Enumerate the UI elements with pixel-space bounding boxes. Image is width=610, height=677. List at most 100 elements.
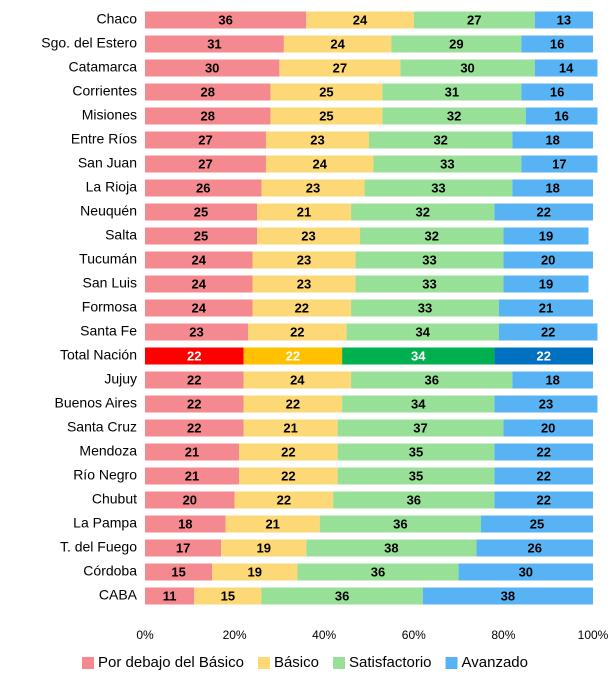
bar-segment — [351, 371, 513, 389]
category-label: Corrientes — [72, 83, 137, 99]
bar-segment — [360, 227, 504, 245]
bar-segment — [252, 251, 356, 269]
bar-segment — [525, 107, 598, 125]
data-label: 32 — [447, 108, 461, 123]
data-label: 21 — [297, 204, 311, 219]
bar-segment — [503, 227, 589, 245]
data-label: 22 — [187, 348, 201, 363]
data-label: 34 — [416, 324, 431, 339]
bar-segment — [512, 179, 593, 197]
bar-segment — [503, 275, 589, 293]
bar-segment — [498, 323, 598, 341]
data-label: 21 — [283, 420, 297, 435]
bar-segment — [145, 11, 307, 29]
bar-segment — [494, 443, 593, 461]
x-tick-label: 20% — [223, 628, 247, 642]
data-label: 30 — [519, 564, 533, 579]
category-label: La Rioja — [86, 179, 138, 195]
x-tick-label: 40% — [312, 628, 336, 642]
bar-segment — [257, 227, 361, 245]
bar-segment — [145, 323, 249, 341]
bar-segment — [248, 323, 347, 341]
data-label: 19 — [248, 564, 262, 579]
bar-segment — [145, 107, 271, 125]
bar-segment — [234, 491, 334, 509]
data-label: 27 — [198, 132, 212, 147]
category-label: Total Nación — [60, 347, 137, 363]
bar-segment — [145, 35, 284, 53]
bar-segment — [145, 563, 213, 581]
data-label: 11 — [163, 588, 177, 603]
bar-segment — [145, 131, 266, 149]
data-label: 33 — [440, 156, 454, 171]
legend-swatch — [257, 657, 270, 669]
bar-segment — [351, 299, 499, 317]
data-label: 23 — [297, 276, 311, 291]
bar-segment — [337, 443, 495, 461]
category-label: La Pampa — [73, 515, 137, 531]
data-label: 20 — [183, 492, 197, 507]
data-label: 23 — [310, 132, 324, 147]
legend-label: Avanzado — [462, 654, 528, 671]
category-label: Santa Cruz — [67, 419, 137, 435]
bar-segment — [494, 395, 598, 413]
bar-segment — [265, 155, 374, 173]
bar-segment — [373, 155, 522, 173]
category-label: Chubut — [92, 491, 137, 507]
bar-segment — [145, 443, 240, 461]
bar-segment — [355, 275, 504, 293]
data-label: 15 — [171, 564, 185, 579]
bar-segment — [145, 515, 226, 533]
data-label: 36 — [407, 492, 421, 507]
data-label: 22 — [187, 372, 201, 387]
data-label: 18 — [545, 372, 559, 387]
data-label: 19 — [256, 540, 270, 555]
bar-segment — [225, 515, 320, 533]
bar-segment — [194, 587, 262, 605]
bar-segment — [239, 467, 338, 485]
bar-segment — [145, 371, 244, 389]
data-label: 22 — [295, 300, 309, 315]
data-label: 14 — [559, 60, 574, 75]
bar-segment — [145, 347, 244, 365]
data-label: 21 — [185, 468, 199, 483]
legend-label: Satisfactorio — [349, 654, 432, 671]
data-label: 27 — [467, 12, 481, 27]
data-label: 22 — [536, 444, 550, 459]
data-label: 21 — [539, 300, 553, 315]
data-label: 33 — [418, 300, 432, 315]
x-tick-label: 100% — [578, 628, 609, 642]
category-label: Catamarca — [69, 59, 138, 75]
bar-segment — [355, 251, 504, 269]
data-label: 22 — [286, 348, 300, 363]
bar-segment — [145, 83, 271, 101]
data-label: 34 — [411, 348, 426, 363]
category-label: Jujuy — [104, 371, 137, 387]
data-label: 25 — [319, 108, 333, 123]
bar-segment — [503, 251, 593, 269]
data-label: 23 — [301, 228, 315, 243]
category-label: Salta — [105, 227, 137, 243]
data-label: 38 — [384, 540, 398, 555]
data-label: 18 — [545, 132, 559, 147]
bar-segment — [243, 419, 338, 437]
bar-segment — [521, 155, 598, 173]
data-label: 22 — [187, 420, 201, 435]
data-label: 36 — [371, 564, 385, 579]
bar-segment — [145, 467, 240, 485]
bar-segment — [342, 347, 495, 365]
bar-segment — [369, 131, 513, 149]
data-label: 25 — [530, 516, 544, 531]
bar-segment — [212, 563, 298, 581]
bar-segment — [145, 155, 266, 173]
bar-segment — [297, 563, 459, 581]
data-label: 17 — [552, 156, 566, 171]
bar-segment — [145, 251, 253, 269]
bar-segment — [512, 131, 593, 149]
bar-segment — [364, 179, 513, 197]
data-label: 25 — [194, 204, 208, 219]
bar-segment — [261, 179, 365, 197]
legend-label: Básico — [274, 654, 319, 671]
data-label: 35 — [409, 468, 423, 483]
